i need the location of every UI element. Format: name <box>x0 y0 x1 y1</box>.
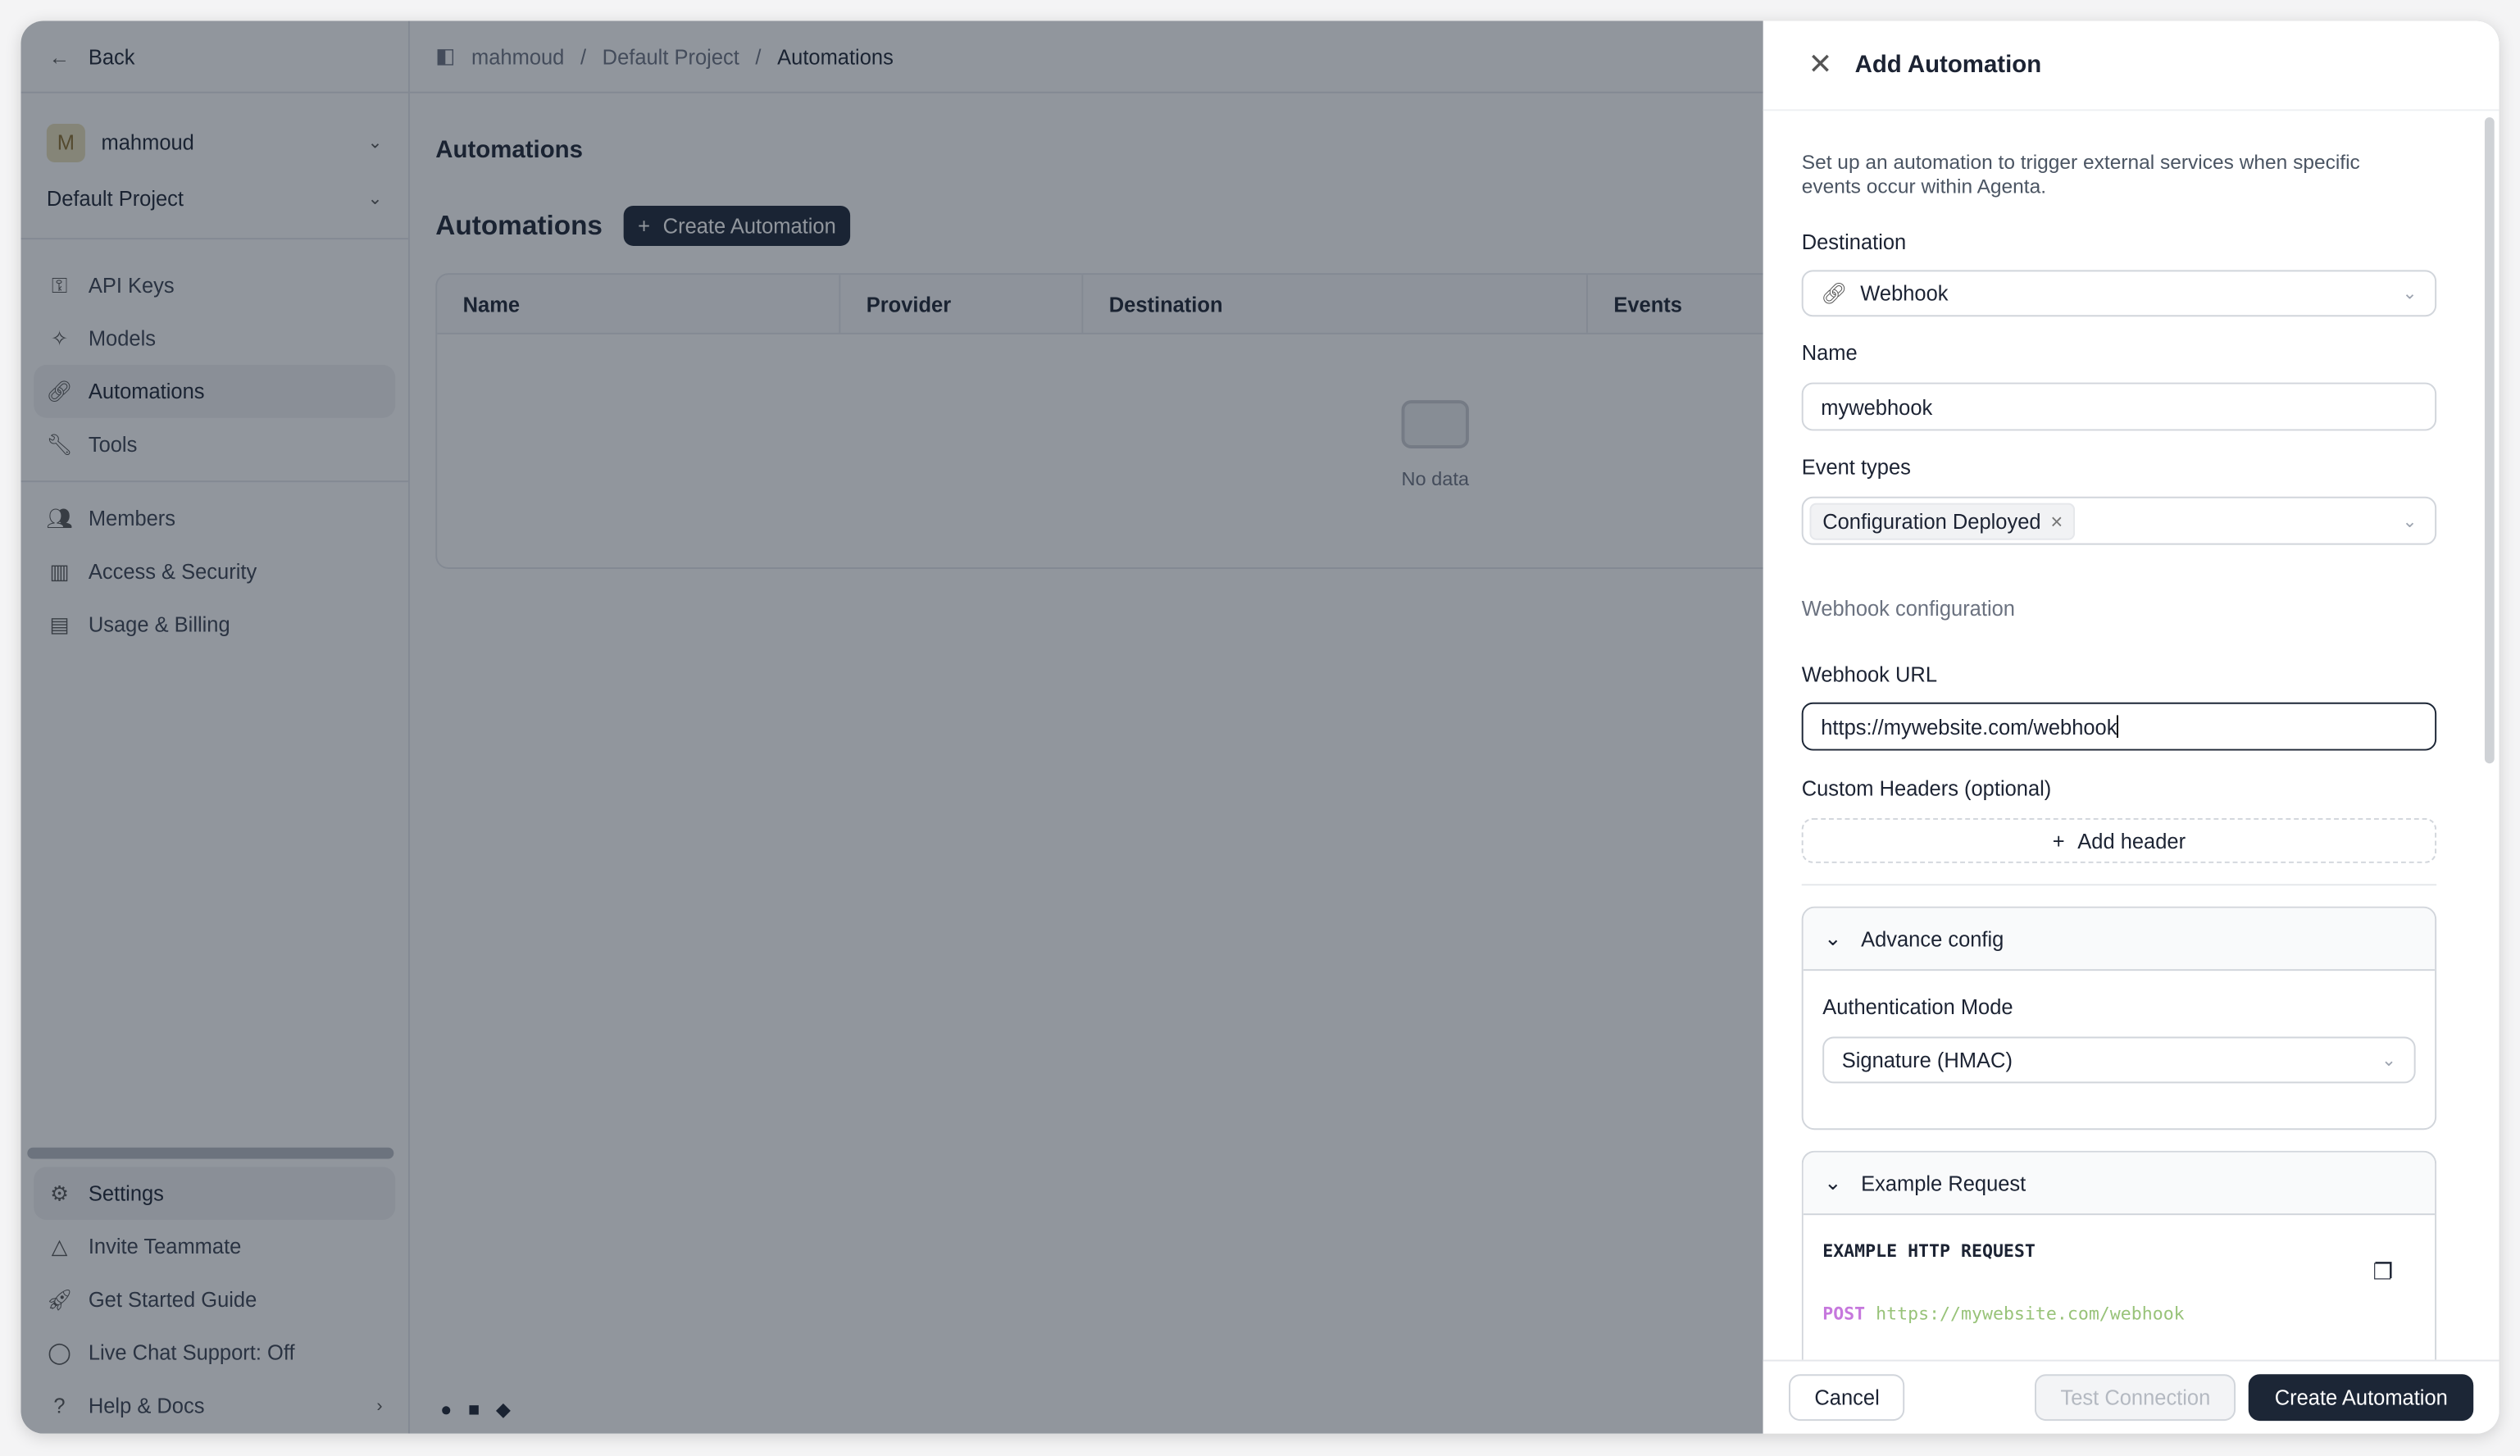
chevron-down-icon: ⌄ <box>1824 1170 1842 1194</box>
chevron-down-icon: ⌄ <box>2381 1051 2397 1071</box>
breadcrumb: ◧ mahmoud / Default Project / Automations <box>409 20 2500 93</box>
chevron-down-icon: ⌄ <box>2402 512 2418 531</box>
key-icon: ⚿ <box>51 272 68 297</box>
avatar: M <box>46 122 85 162</box>
sidebar-item-chat[interactable]: ◯ Live Chat Support: Off <box>48 1340 295 1365</box>
column-header-destination: Destination <box>1083 275 1588 333</box>
example-request-toggle[interactable]: ⌄ Example Request <box>1803 1152 2436 1216</box>
example-request-panel: ⌄ Example Request EXAMPLE HTTP REQUEST ❐ … <box>1801 1150 2437 1408</box>
auth-mode-select[interactable]: Signature (HMAC) ⌄ <box>1822 1036 2416 1084</box>
sidebar-item-models[interactable]: ✧ Models <box>20 312 407 365</box>
create-automation-button[interactable]: + Create Automation <box>623 205 851 246</box>
back-button[interactable]: ← Back <box>20 20 408 93</box>
chevron-down-icon: ⌄ <box>2402 284 2418 304</box>
chevron-down-icon: ⌄ <box>367 133 383 153</box>
drawer-title: Add Automation <box>1854 51 2042 80</box>
advance-config-panel: ⌄ Advance config Authentication Mode Sign… <box>1801 906 2437 1131</box>
sidebar-item-guide[interactable]: 🚀︎ Get Started Guide <box>46 1286 257 1312</box>
name-input[interactable]: mywebhook <box>1801 382 2437 431</box>
sidebar-item-access-security[interactable]: ▥ Access & Security <box>20 545 407 598</box>
chat-icon: ◯ <box>48 1340 71 1364</box>
destination-select[interactable]: 🔗︎ Webhook ⌄ <box>1801 270 2437 317</box>
triangle-icon: △ <box>51 1233 68 1258</box>
section-title: Automations <box>435 209 603 241</box>
sidebar-item-api-keys[interactable]: ⚿ API Keys <box>20 259 407 312</box>
close-icon[interactable]: ✕ <box>1808 48 1833 81</box>
webhook-url-input[interactable]: https://mywebsite.com/webhook <box>1801 702 2437 751</box>
wrench-icon: 🔧︎ <box>46 431 73 456</box>
github-icon[interactable]: ● <box>440 1398 453 1422</box>
users-icon: 👥︎ <box>46 505 73 530</box>
event-types-select[interactable]: Configuration Deployed × ⌄ <box>1801 496 2437 545</box>
chevron-down-icon: ⌄ <box>1824 926 1842 950</box>
drawer-scrollbar[interactable] <box>2484 117 2495 764</box>
project-selector[interactable]: Default Project ⌄ <box>20 169 408 240</box>
sparkle-icon: ✧ <box>50 325 69 350</box>
add-header-button[interactable]: + Add header <box>1801 817 2437 863</box>
rocket-icon: 🚀︎ <box>46 1286 73 1311</box>
drawer-description: Set up an automation to trigger external… <box>1801 151 2360 198</box>
sidebar-item-tools[interactable]: 🔧︎ Tools <box>20 418 408 483</box>
plus-icon: + <box>2052 828 2065 853</box>
create-automation-submit-button[interactable]: Create Automation <box>2249 1374 2474 1422</box>
link-icon: 🔗︎ <box>46 378 73 403</box>
page-title: Automations <box>435 136 584 164</box>
link-icon: 🔗︎ <box>1821 280 1848 305</box>
column-header-provider: Provider <box>840 275 1084 333</box>
empty-inbox-icon <box>1401 400 1469 448</box>
remove-tag-icon[interactable]: × <box>2050 508 2063 533</box>
event-tag: Configuration Deployed × <box>1809 502 2076 539</box>
add-automation-drawer: ✕ Add Automation Set up an automation to… <box>1763 20 2500 1434</box>
column-header-events: Events <box>1613 292 1682 317</box>
plus-icon: + <box>638 213 650 239</box>
test-connection-button[interactable]: Test Connection <box>2035 1374 2236 1422</box>
sidebar-toggle-icon[interactable]: ◧ <box>435 43 456 68</box>
chevron-right-icon: › <box>376 1395 383 1416</box>
sidebar-item-members[interactable]: 👥︎ Members <box>46 505 176 530</box>
sidebar-item-automations[interactable]: 🔗︎ Automations <box>34 365 396 418</box>
building-icon: ▥ <box>49 558 70 583</box>
automations-table: Name Provider Destination Events No data <box>435 273 1882 570</box>
receipt-icon: ▤ <box>49 611 70 636</box>
arrow-left-icon: ← <box>48 43 71 69</box>
sidebar-item-settings[interactable]: ⚙ Settings <box>34 1167 396 1221</box>
sidebar-item-invite[interactable]: △ Invite Teammate <box>20 1220 407 1273</box>
linkedin-icon[interactable]: ■ <box>467 1398 480 1422</box>
sidebar-scrollbar[interactable] <box>27 1147 394 1159</box>
advance-config-toggle[interactable]: ⌄ Advance config <box>1803 908 2436 971</box>
copy-icon[interactable]: ❐ <box>2372 1258 2394 1285</box>
twitter-icon[interactable]: ◆ <box>495 1398 511 1422</box>
sidebar-item-help[interactable]: ? Help & Docs › <box>20 1379 407 1432</box>
help-icon: ? <box>53 1393 66 1418</box>
chevron-down-icon: ⌄ <box>367 189 383 209</box>
column-header-name: Name <box>437 275 841 333</box>
gear-icon: ⚙ <box>50 1180 69 1205</box>
cancel-button[interactable]: Cancel <box>1789 1374 1906 1422</box>
sidebar-item-usage-billing[interactable]: ▤ Usage & Billing <box>20 598 407 651</box>
